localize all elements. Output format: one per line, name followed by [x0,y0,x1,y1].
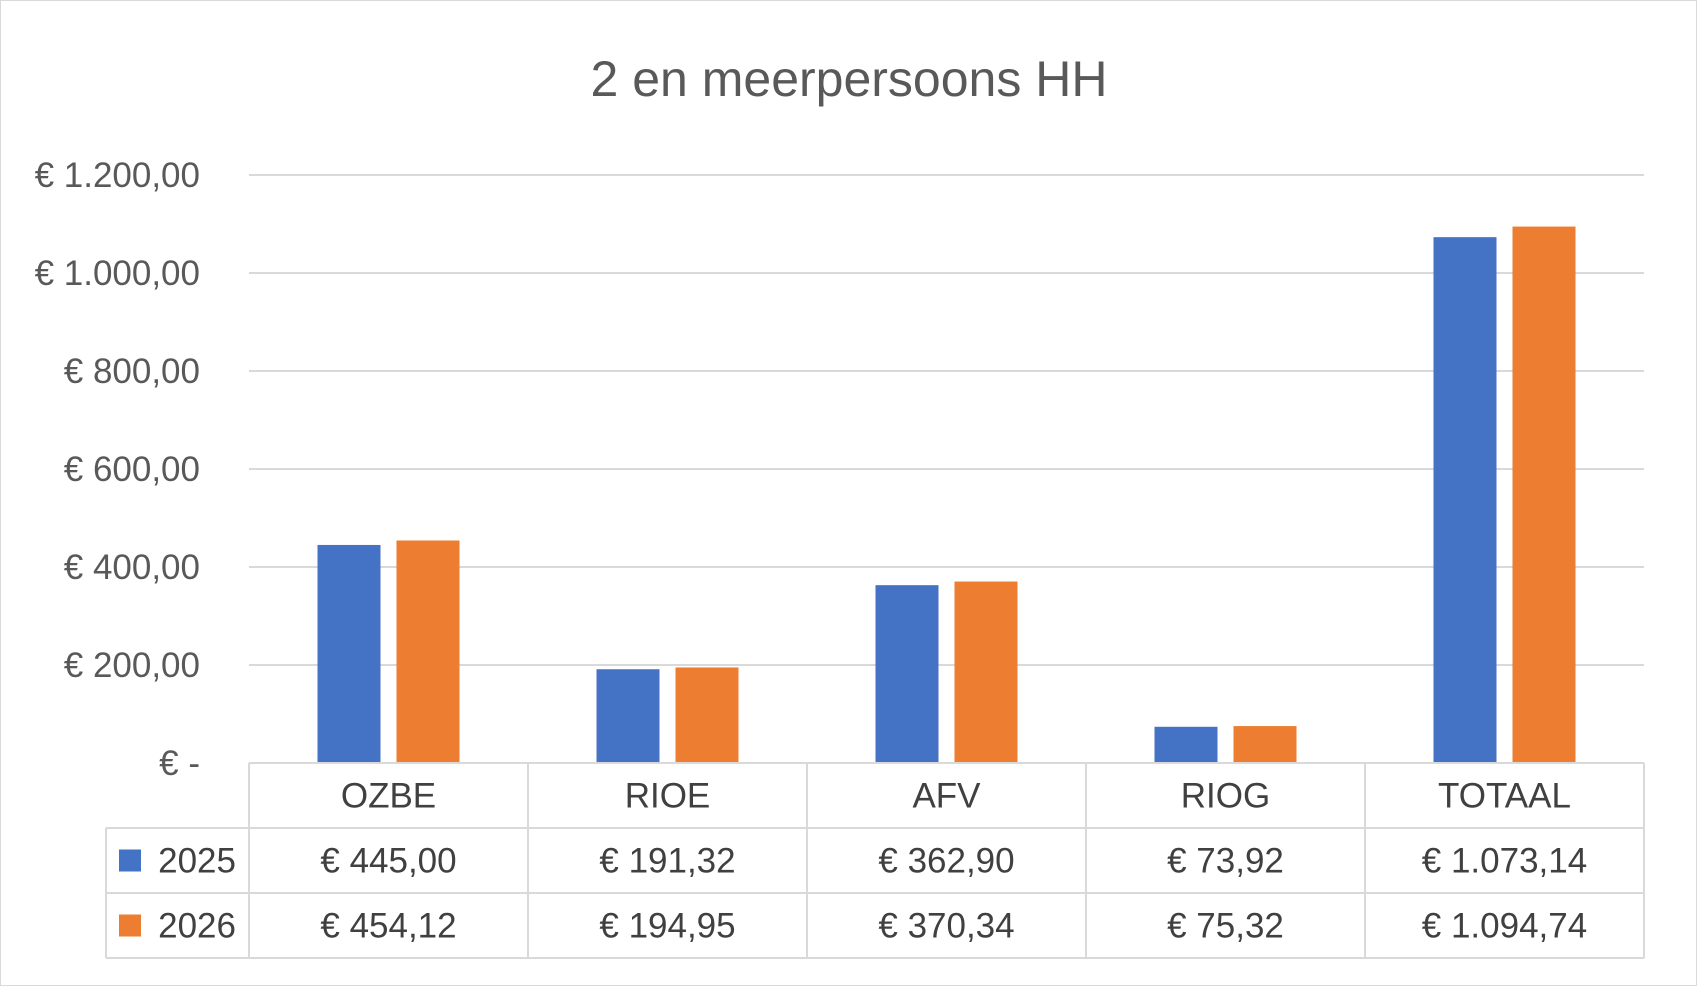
data-label: € 75,32 [1167,907,1284,946]
bar-ozbe-2026 [396,540,460,763]
y-tick-label: € 800,00 [64,352,200,391]
bar-ozbe-2025 [317,544,381,763]
series-name: 2025 [158,842,236,881]
y-tick-label: € 400,00 [64,548,200,587]
bars [317,226,1576,764]
gridlines [249,174,1644,666]
y-tick-label: € 1.000,00 [35,254,200,293]
y-tick-label: € 200,00 [64,646,200,685]
data-label: € 370,34 [878,907,1014,946]
bar-riog-2025 [1154,726,1218,763]
bar-rioe-2026 [675,667,739,763]
chart-title: 2 en meerpersoons HH [591,51,1108,107]
data-label: € 191,32 [599,842,735,881]
series-name: 2026 [158,907,236,946]
y-tick-label: € 1.200,00 [35,156,200,195]
category-label: OZBE [341,777,436,816]
category-label: TOTAAL [1438,777,1571,816]
bar-rioe-2025 [596,669,660,763]
y-tick-label: € - [159,744,200,783]
data-label: € 445,00 [320,842,456,881]
data-label: € 1.094,74 [1422,907,1587,946]
bar-riog-2026 [1233,726,1297,763]
legend-swatch-2025 [119,849,141,872]
data-table: OZBE RIOE AFV RIOG TOTAAL 2025 € 445,00 € 191,3… [105,762,1645,959]
data-label: € 73,92 [1167,842,1284,881]
bar-afv-2025 [875,585,939,763]
bar-totaal-2026 [1512,226,1576,763]
data-label: € 1.073,14 [1422,842,1587,881]
data-label: € 194,95 [599,907,735,946]
y-axis-ticks: € - € 200,00 € 400,00 € 600,00 € 800,00 € 1.0… [35,156,200,783]
legend-swatch-2026 [119,914,141,937]
bar-totaal-2025 [1433,237,1497,764]
data-label: € 362,90 [878,842,1014,881]
category-label: RIOG [1181,777,1270,816]
category-label: AFV [912,777,981,816]
data-label: € 454,12 [320,907,456,946]
category-label: RIOE [625,777,711,816]
y-tick-label: € 600,00 [64,450,200,489]
bar-afv-2026 [954,581,1018,763]
